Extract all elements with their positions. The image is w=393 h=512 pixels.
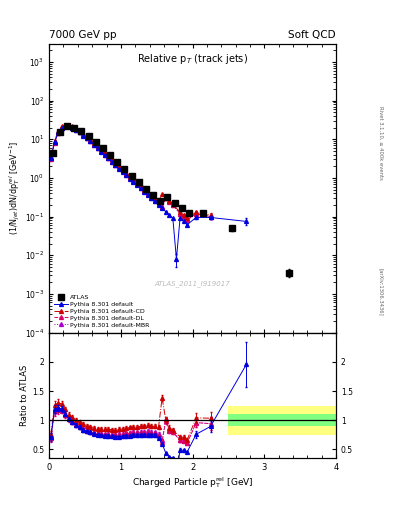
Y-axis label: (1/N$_{jet}$)dN/dp$_T^{rel}$ [GeV$^{-1}$]: (1/N$_{jet}$)dN/dp$_T^{rel}$ [GeV$^{-1}$…: [7, 141, 22, 236]
Bar: [228, 414, 264, 426]
Bar: [228, 406, 264, 435]
Text: [arXiv:1306.3436]: [arXiv:1306.3436]: [378, 268, 383, 316]
X-axis label: Charged Particle $\mathregular{p_T^{rel}}$ [GeV]: Charged Particle $\mathregular{p_T^{rel}…: [132, 475, 253, 490]
Bar: [300, 406, 336, 435]
Bar: [264, 406, 300, 435]
Text: Relative p$_T$ (track jets): Relative p$_T$ (track jets): [137, 52, 248, 66]
Text: 7000 GeV pp: 7000 GeV pp: [49, 30, 117, 40]
Legend: ATLAS, Pythia 8.301 default, Pythia 8.301 default-CD, Pythia 8.301 default-DL, P: ATLAS, Pythia 8.301 default, Pythia 8.30…: [52, 292, 152, 329]
Text: ATLAS_2011_I919017: ATLAS_2011_I919017: [155, 280, 230, 287]
Y-axis label: Ratio to ATLAS: Ratio to ATLAS: [20, 365, 29, 426]
Bar: [300, 414, 336, 426]
Text: Soft QCD: Soft QCD: [288, 30, 336, 40]
Bar: [264, 414, 300, 426]
Text: Rivet 3.1.10, ≥ 400k events: Rivet 3.1.10, ≥ 400k events: [378, 106, 383, 180]
